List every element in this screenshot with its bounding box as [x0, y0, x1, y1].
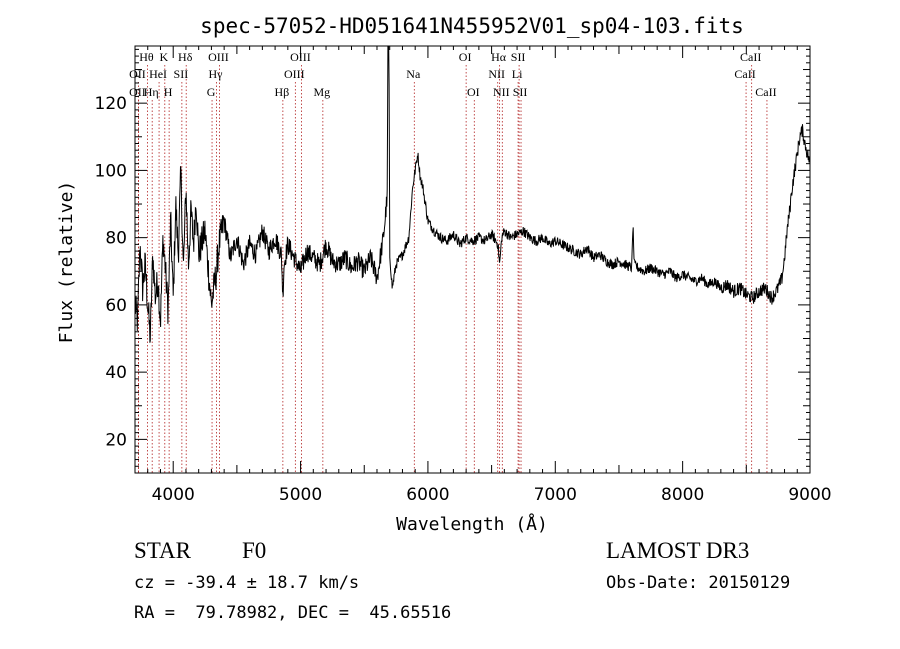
- line-label-6: H: [164, 85, 173, 99]
- flux-series-line: [134, 45, 810, 343]
- subclass-label: F0: [242, 538, 267, 563]
- line-label-18: OI: [467, 85, 480, 99]
- y-tick-label: 60: [105, 296, 127, 316]
- line-label-20: NII: [488, 67, 505, 81]
- line-label-23: Li: [512, 67, 523, 81]
- line-label-25: CaII: [740, 50, 761, 64]
- line-label-17: OI: [459, 50, 472, 64]
- line-label-4: HeI: [149, 67, 167, 81]
- x-tick-label: 6000: [406, 485, 449, 505]
- line-label-0: Hθ: [139, 50, 154, 64]
- x-tick-label: 9000: [788, 485, 831, 505]
- class-label: STAR: [134, 538, 191, 563]
- y-axis-label: Flux (relative): [56, 181, 77, 344]
- line-label-3: Hη: [144, 85, 159, 99]
- line-label-21: NII: [493, 85, 510, 99]
- line-label-24: SII: [513, 85, 528, 99]
- line-label-5: K: [159, 50, 168, 64]
- line-label-9: OIII: [208, 50, 229, 64]
- line-label-7: SII: [174, 67, 189, 81]
- x-axis-label: Wavelength (Å): [396, 513, 548, 535]
- x-tick-label: 4000: [152, 485, 195, 505]
- survey-label: LAMOST DR3: [606, 538, 750, 563]
- line-label-22: SII: [511, 50, 526, 64]
- y-tick-label: 120: [95, 94, 127, 114]
- x-tick-label: 5000: [279, 485, 322, 505]
- line-label-2: OII: [129, 85, 146, 99]
- line-label-1: OII: [129, 67, 146, 81]
- y-tick-label: 100: [95, 161, 127, 181]
- x-axis-ticks: 4000 5000 6000 7000 8000 9000: [134, 46, 832, 505]
- obs-date-text: Obs-Date: 20150129: [606, 573, 791, 593]
- line-label-15: Mg: [314, 85, 331, 99]
- line-label-16: Na: [406, 67, 421, 81]
- chart-title: spec-57052-HD051641N455952V01_sp04-103.f…: [200, 14, 744, 38]
- line-label-19: Hα: [491, 50, 507, 64]
- line-label-14: OIII: [284, 67, 305, 81]
- line-label-12: Hβ: [274, 85, 289, 99]
- line-label-10: Hγ: [209, 67, 224, 81]
- spectral-line-markers: [138, 65, 768, 473]
- plot-frame: [134, 45, 811, 474]
- radec-text: RA = 79.78982, DEC = 45.65516: [134, 603, 452, 623]
- line-label-26: CaII: [734, 67, 755, 81]
- y-tick-label: 80: [105, 229, 127, 249]
- y-tick-label: 40: [105, 363, 127, 383]
- y-tick-label: 20: [105, 430, 127, 450]
- line-label-27: CaII: [755, 85, 776, 99]
- y-axis-ticks: 20 40 60 80 100 120: [95, 48, 810, 474]
- line-label-8: Hδ: [178, 50, 193, 64]
- line-label-11: G: [207, 85, 216, 99]
- x-tick-label: 8000: [661, 485, 704, 505]
- redshift-text: cz = -39.4 ± 18.7 km/s: [134, 573, 360, 593]
- x-tick-label: 7000: [534, 485, 577, 505]
